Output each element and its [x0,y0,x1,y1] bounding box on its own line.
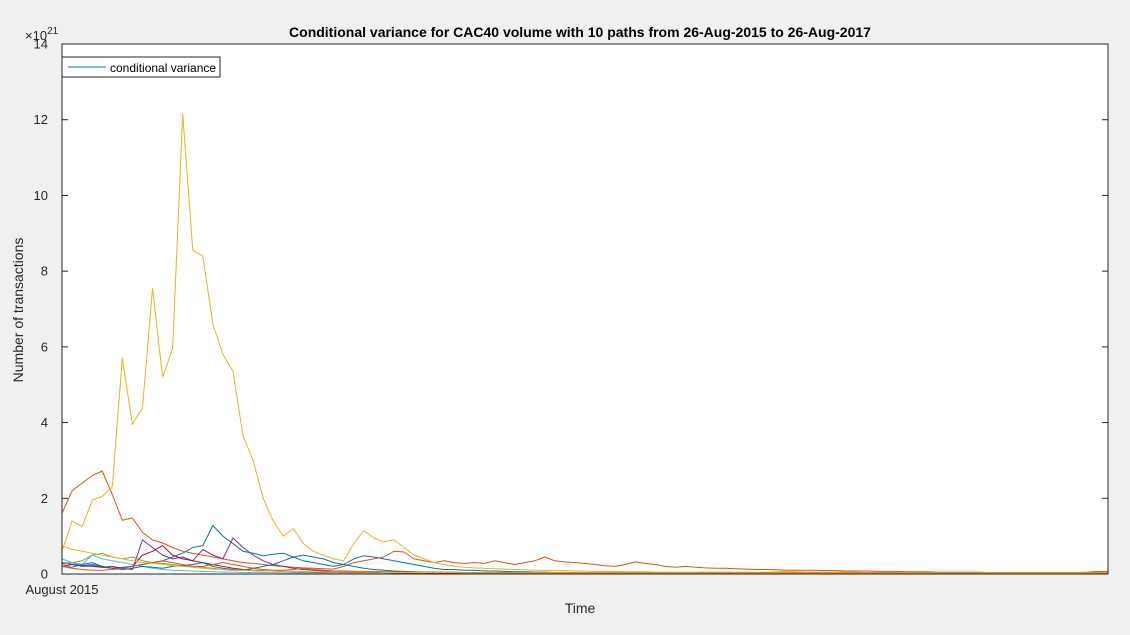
y-tick-label: 0 [41,567,48,582]
y-axis-label: Number of transactions [10,238,26,383]
axes-box [61,43,1109,575]
y-exponent-label: ×1021 [25,26,59,43]
y-exponent-base: ×10 [25,28,47,43]
axes-layer: 0 2 4 6 8 10 12 14 August 2015 [25,37,1109,597]
series-line-2 [61,470,1108,573]
x-axis-label: Time [565,600,596,616]
legend-entry-label: conditional variance [110,61,216,75]
y-tick-label: 14 [34,37,48,52]
series-line-10 [61,545,1108,574]
y-tick-label: 2 [41,491,48,506]
y-tick-label: 6 [41,339,48,354]
legend[interactable]: conditional variance [61,56,221,78]
y-tick-label: 4 [41,415,48,430]
x-tick-label: August 2015 [25,582,98,597]
chart-title: Conditional variance for CAC40 volume wi… [289,24,871,40]
series-layer [61,113,1108,574]
y-exponent-power: 21 [47,26,59,37]
y-tick-label: 12 [34,112,48,127]
y-tick-label: 10 [34,188,48,203]
y-tick-label: 8 [41,264,48,279]
plot-area [62,44,1108,574]
legend-box [61,56,221,78]
